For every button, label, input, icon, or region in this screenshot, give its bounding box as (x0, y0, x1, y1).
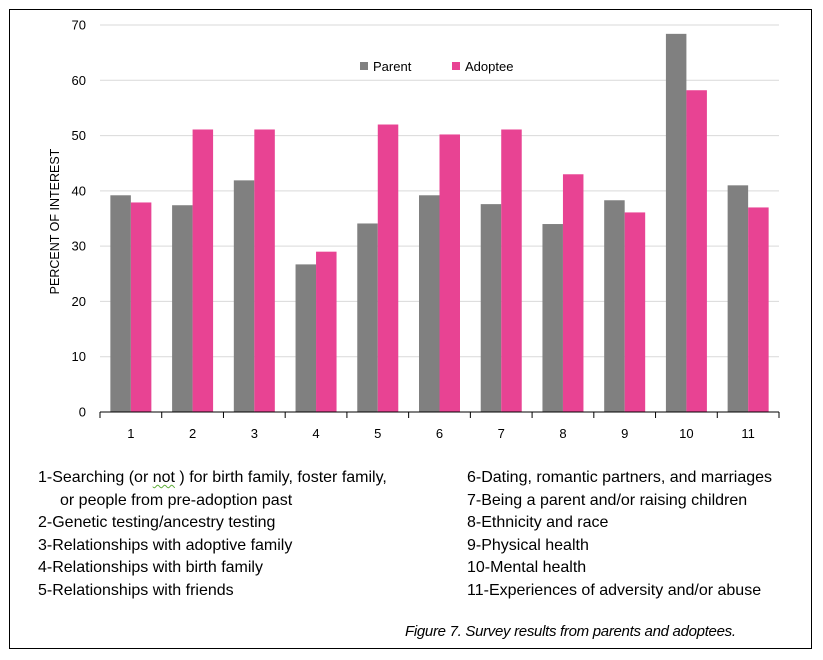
x-tick-label: 10 (679, 426, 693, 441)
legend-label-adoptee: Adoptee (465, 59, 513, 74)
note-3: 3-Relationships with adoptive family (38, 536, 293, 554)
bar-parent-9 (604, 200, 625, 412)
x-tick-label: 7 (498, 426, 505, 441)
note-6: 6-Dating, romantic partners, and marriag… (467, 469, 773, 486)
bar-adoptee-1 (130, 202, 152, 412)
bar-adoptee-7 (501, 129, 522, 413)
bar-adoptee-9 (624, 212, 646, 412)
category-notes-right: 6-Dating, romantic partners, and marriag… (467, 467, 772, 602)
y-tick-label: 0 (79, 405, 86, 420)
bar-adoptee-3 (254, 129, 275, 413)
bar-adoptee-4 (316, 251, 337, 412)
note-5: 5-Relationships with friends (38, 581, 234, 599)
bar-adoptee-6 (439, 134, 460, 413)
note-1-continued: or people from pre-adoption past (60, 491, 293, 509)
bar-parent-11 (727, 185, 749, 412)
y-tick-label: 50 (72, 128, 86, 143)
bar-parent-8 (542, 224, 563, 412)
figure-frame (9, 9, 812, 649)
y-tick-label: 60 (72, 73, 86, 88)
y-tick-label: 40 (72, 183, 86, 198)
bar-parent-2 (172, 205, 193, 412)
category-notes-left: 1-Searching (or not ) for birth family, … (38, 467, 387, 602)
x-tick-label: 6 (436, 426, 443, 441)
bar-parent-4 (295, 264, 317, 412)
legend-label-parent: Parent (373, 59, 412, 74)
note-2: 2-Genetic testing/ancestry testing (38, 514, 276, 531)
bar-adoptee-11 (748, 207, 769, 412)
note-8: 8-Ethnicity and race (467, 514, 609, 531)
note-11: 11-Experiences of adversity and/or abuse (467, 581, 762, 599)
bar-parent-5 (357, 223, 378, 412)
x-tick-label: 8 (559, 426, 566, 441)
legend-swatch-adoptee (452, 62, 460, 70)
x-tick-label: 1 (127, 426, 134, 441)
note-1: 1-Searching (or not ) for birth family, … (38, 469, 387, 486)
x-tick-label: 5 (374, 426, 381, 441)
x-tick-label: 4 (312, 426, 319, 441)
bar-parent-1 (110, 195, 131, 412)
note-4: 4-Relationships with birth family (38, 559, 263, 576)
bar-parent-6 (419, 195, 440, 412)
figure-caption: Figure 7. Survey results from parents an… (405, 623, 736, 640)
y-axis-label: PERCENT OF INTEREST (48, 148, 62, 294)
bar-adoptee-5 (377, 124, 399, 412)
bar-chart: 0 10 20 30 40 50 60 70 PERCENT OF INTEREST 1 2 3 4 5 6… (48, 18, 780, 441)
bar-parent-10 (665, 33, 687, 413)
bar-parent-3 (233, 180, 255, 412)
y-tick-label: 20 (72, 294, 86, 309)
note-7: 7-Being a parent and/or raising children (467, 491, 748, 509)
note-9: 9-Physical health (467, 536, 589, 554)
x-tick-label: 11 (741, 426, 755, 441)
bar-parent-7 (480, 204, 502, 412)
legend-swatch-parent (360, 62, 368, 70)
y-tick-label: 10 (72, 349, 86, 364)
y-tick-label: 30 (72, 239, 86, 254)
bar-adoptee-8 (562, 174, 584, 412)
bar-adoptee-2 (192, 129, 214, 413)
bar-adoptee-10 (686, 90, 707, 412)
x-tick-label: 3 (251, 426, 258, 441)
x-tick-label: 2 (189, 426, 196, 441)
note-10: 10-Mental health (467, 559, 587, 576)
y-tick-label: 70 (72, 18, 86, 33)
x-tick-label: 9 (621, 426, 628, 441)
